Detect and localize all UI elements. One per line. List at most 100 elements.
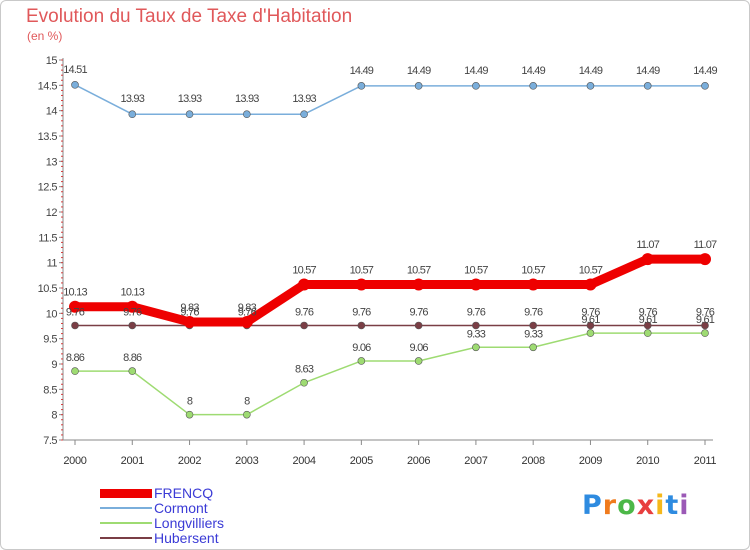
data-label-frencq: 9.83 (238, 302, 257, 314)
legend-label-longvilliers: Longvilliers (154, 515, 225, 531)
legend-swatch-hubersent (100, 537, 152, 539)
data-point-longvilliers (300, 378, 308, 387)
y-tick-label: 13 (46, 156, 58, 168)
x-tick-label: 2007 (464, 455, 487, 467)
legend-swatch-frencq (100, 489, 152, 498)
data-label-frencq: 10.57 (350, 264, 374, 276)
data-point-frencq (699, 253, 711, 266)
x-tick-label: 2000 (63, 455, 86, 467)
data-point-frencq (469, 278, 482, 291)
logo-letter: r (602, 490, 618, 521)
y-tick-label: 13.5 (38, 131, 58, 143)
data-point-longvilliers (414, 357, 423, 365)
data-point-cormont (185, 110, 194, 119)
legend-label-hubersent: Hubersent (154, 530, 219, 546)
series-line-cormont (74, 84, 706, 115)
data-label-cormont: 14.51 (63, 64, 87, 76)
data-point-longvilliers (586, 329, 595, 337)
data-label-cormont: 13.93 (292, 93, 316, 105)
chart-title: Evolution du Taux de Taxe d'Habitation (26, 6, 353, 27)
data-point-longvilliers (71, 367, 79, 375)
data-label-hubersent: 9.76 (66, 306, 85, 318)
logo-letter: i (655, 490, 666, 521)
data-point-longvilliers (472, 343, 480, 352)
data-point-cormont (128, 110, 137, 119)
data-label-cormont: 13.93 (235, 93, 259, 105)
y-tick-label: 11 (47, 258, 58, 270)
data-point-frencq (584, 278, 597, 291)
data-point-cormont (414, 82, 423, 90)
data-point-hubersent (414, 321, 423, 330)
data-point-cormont (300, 110, 308, 119)
data-label-longvilliers: 9.61 (581, 314, 600, 326)
y-tick-label: 12.5 (38, 182, 58, 194)
x-tick-label: 2010 (636, 455, 659, 467)
data-point-frencq (355, 278, 368, 291)
data-label-cormont: 14.49 (464, 65, 488, 77)
data-label-cormont: 13.93 (178, 93, 202, 105)
y-tick-label: 7.5 (43, 435, 57, 447)
series-line-frencq (70, 254, 710, 327)
data-point-cormont (472, 82, 480, 90)
data-point-frencq (126, 300, 139, 313)
data-label-longvilliers: 9.06 (410, 342, 429, 354)
data-point-hubersent (701, 321, 709, 330)
data-label-hubersent: 9.76 (696, 306, 715, 318)
data-point-longvilliers (185, 410, 194, 419)
data-label-hubersent: 9.76 (467, 306, 486, 318)
y-tick-label: 8 (51, 410, 57, 422)
y-tick-label: 9 (51, 359, 57, 371)
y-tick-label: 9.5 (43, 334, 57, 346)
data-point-frencq (183, 315, 196, 328)
data-label-hubersent: 9.76 (123, 306, 142, 318)
data-point-longvilliers (243, 410, 251, 419)
data-point-longvilliers (357, 357, 366, 365)
y-tick-label: 10.5 (38, 283, 58, 295)
data-label-longvilliers: 9.33 (524, 328, 543, 340)
data-point-longvilliers (529, 343, 537, 352)
x-tick-label: 2005 (350, 455, 373, 467)
legend-label-frencq: FRENCQ (154, 485, 214, 501)
x-tick-label: 2002 (178, 455, 201, 467)
data-point-cormont (71, 81, 79, 89)
data-point-frencq (412, 278, 425, 291)
x-tick-label: 2004 (292, 455, 315, 467)
legend-label-cormont: Cormont (154, 500, 208, 516)
logo-letter: x (636, 490, 656, 521)
data-label-hubersent: 9.76 (352, 306, 371, 318)
data-point-hubersent (472, 321, 480, 330)
data-point-hubersent (71, 321, 79, 330)
data-point-cormont (643, 82, 652, 90)
y-tick-label: 14.5 (38, 80, 58, 92)
data-point-hubersent (300, 321, 308, 330)
y-tick-label: 8.5 (43, 384, 57, 396)
logo-letter: o (617, 490, 637, 521)
data-label-frencq: 10.13 (63, 287, 87, 299)
data-point-longvilliers (643, 329, 652, 337)
data-label-frencq: 10.57 (521, 264, 545, 276)
data-label-frencq: 10.57 (464, 264, 488, 276)
data-label-cormont: 14.49 (350, 65, 374, 77)
data-point-longvilliers (128, 367, 137, 375)
data-label-hubersent: 9.76 (581, 306, 600, 318)
data-point-frencq (240, 315, 253, 328)
data-label-cormont: 13.93 (121, 93, 145, 105)
legend-swatch-longvilliers (100, 522, 152, 524)
data-label-hubersent: 9.76 (295, 306, 314, 318)
data-point-hubersent (357, 321, 366, 330)
data-label-longvilliers: 8.86 (123, 352, 142, 364)
data-label-hubersent: 9.76 (410, 306, 429, 318)
data-label-longvilliers: 9.06 (352, 342, 371, 354)
x-tick-label: 2001 (121, 455, 144, 467)
data-label-longvilliers: 9.33 (467, 328, 486, 340)
data-point-hubersent (128, 321, 137, 330)
series-layer (69, 81, 711, 419)
data-label-hubersent: 9.76 (524, 306, 543, 318)
logo-letter: i (679, 490, 690, 521)
x-tick-label: 2011 (694, 455, 717, 467)
data-label-longvilliers: 8.86 (66, 352, 85, 364)
data-point-cormont (243, 110, 251, 119)
y-tick-label: 14 (46, 106, 58, 118)
data-point-hubersent (586, 321, 595, 330)
